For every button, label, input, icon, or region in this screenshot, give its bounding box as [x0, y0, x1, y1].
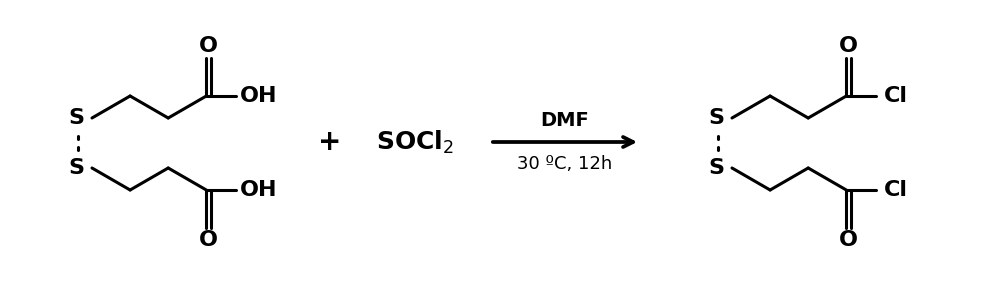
Text: 30 ºC, 12h: 30 ºC, 12h — [517, 155, 612, 173]
Text: O: O — [838, 36, 857, 56]
Text: O: O — [198, 230, 217, 250]
Text: S: S — [68, 158, 84, 178]
Text: Cl: Cl — [884, 86, 908, 106]
Text: Cl: Cl — [884, 180, 908, 200]
Text: +: + — [318, 128, 342, 156]
Text: S: S — [708, 108, 724, 128]
Text: S: S — [68, 108, 84, 128]
Text: SOCl$_2$: SOCl$_2$ — [376, 129, 454, 156]
Text: O: O — [838, 230, 857, 250]
Text: S: S — [708, 158, 724, 178]
Text: O: O — [198, 36, 217, 56]
Text: OH: OH — [239, 86, 277, 106]
Text: OH: OH — [239, 180, 277, 200]
Text: DMF: DMF — [540, 111, 589, 129]
